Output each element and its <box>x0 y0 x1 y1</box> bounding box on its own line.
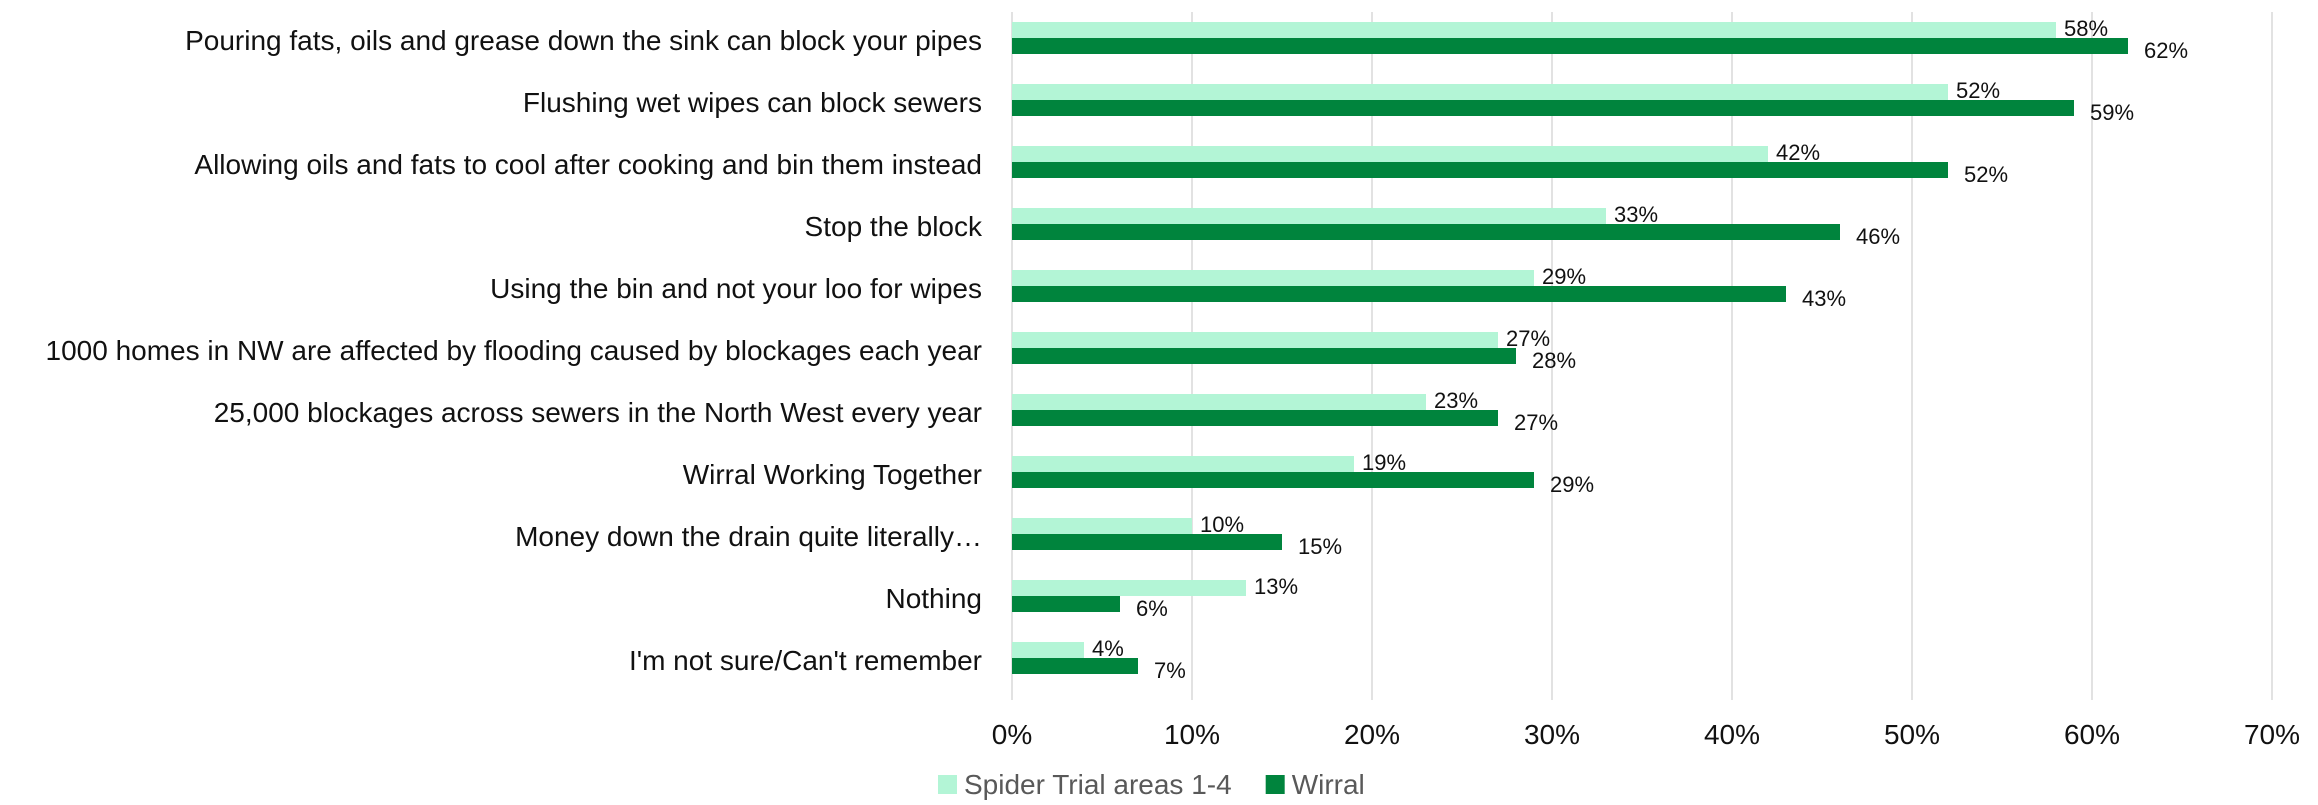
x-tick-label: 40% <box>1704 719 1760 750</box>
data-label-spider-trial: 10% <box>1200 512 1244 537</box>
data-label-wirral: 6% <box>1136 596 1168 621</box>
bar-wirral <box>1012 38 2128 54</box>
bar-wirral <box>1012 534 1282 550</box>
data-label-wirral: 59% <box>2090 100 2134 125</box>
category-label: Pouring fats, oils and grease down the s… <box>185 25 982 56</box>
category-label: Allowing oils and fats to cool after coo… <box>194 149 982 180</box>
category-label: Nothing <box>885 583 982 614</box>
category-label: Using the bin and not your loo for wipes <box>490 273 982 304</box>
data-label-wirral: 27% <box>1514 410 1558 435</box>
x-tick-label: 10% <box>1164 719 1220 750</box>
x-tick-label: 30% <box>1524 719 1580 750</box>
legend-swatch <box>1265 775 1285 794</box>
bar-spider-trial <box>1012 456 1354 472</box>
category-label: Stop the block <box>805 211 983 242</box>
bar-wirral <box>1012 162 1948 178</box>
bar-spider-trial <box>1012 332 1498 348</box>
category-label: I'm not sure/Can't remember <box>629 645 982 676</box>
bar-spider-trial <box>1012 394 1426 410</box>
data-label-spider-trial: 42% <box>1776 140 1820 165</box>
category-label: 25,000 blockages across sewers in the No… <box>214 397 982 428</box>
data-label-wirral: 62% <box>2144 38 2188 63</box>
x-tick-label: 20% <box>1344 719 1400 750</box>
data-label-wirral: 29% <box>1550 472 1594 497</box>
data-label-spider-trial: 33% <box>1614 202 1658 227</box>
data-label-spider-trial: 52% <box>1956 78 2000 103</box>
data-label-spider-trial: 19% <box>1362 450 1406 475</box>
category-label: Wirral Working Together <box>683 459 982 490</box>
bar-spider-trial <box>1012 270 1534 286</box>
data-label-spider-trial: 23% <box>1434 388 1478 413</box>
category-label: Money down the drain quite literally… <box>515 521 982 552</box>
category-label: Flushing wet wipes can block sewers <box>523 87 982 118</box>
bar-spider-trial <box>1012 518 1192 534</box>
bar-wirral <box>1012 410 1498 426</box>
data-label-wirral: 28% <box>1532 348 1576 373</box>
data-label-spider-trial: 29% <box>1542 264 1586 289</box>
category-labels: Pouring fats, oils and grease down the s… <box>46 25 983 676</box>
bar-spider-trial <box>1012 84 1948 100</box>
x-tick-label: 50% <box>1884 719 1940 750</box>
x-tick-label: 0% <box>992 719 1032 750</box>
bar-wirral <box>1012 596 1120 612</box>
legend-label: Spider Trial areas 1-4 <box>964 769 1232 800</box>
data-label-spider-trial: 27% <box>1506 326 1550 351</box>
x-axis-tick-labels: 0% 10% 20% 30% 40% 50% 60% 70% <box>992 719 2300 750</box>
bar-spider-trial <box>1012 642 1084 658</box>
bar-wirral <box>1012 286 1786 302</box>
data-label-wirral: 52% <box>1964 162 2008 187</box>
bar-wirral <box>1012 348 1516 364</box>
data-label-wirral: 46% <box>1856 224 1900 249</box>
legend-label: Wirral <box>1292 769 1365 800</box>
data-label-spider-trial: 58% <box>2064 16 2108 41</box>
data-label-spider-trial: 13% <box>1254 574 1298 599</box>
bar-wirral <box>1012 658 1138 674</box>
bar-spider-trial <box>1012 146 1768 162</box>
bar-wirral <box>1012 224 1840 240</box>
data-label-wirral: 7% <box>1154 658 1186 683</box>
x-tick-label: 60% <box>2064 719 2120 750</box>
bar-wirral <box>1012 472 1534 488</box>
legend-swatch <box>938 775 957 794</box>
legend: Spider Trial areas 1-4 Wirral <box>938 769 1365 800</box>
data-label-wirral: 15% <box>1298 534 1342 559</box>
data-label-wirral: 43% <box>1802 286 1846 311</box>
category-label: 1000 homes in NW are affected by floodin… <box>46 335 983 366</box>
data-label-spider-trial: 4% <box>1092 636 1124 661</box>
bar-wirral <box>1012 100 2074 116</box>
bar-spider-trial <box>1012 580 1246 596</box>
x-tick-label: 70% <box>2244 719 2300 750</box>
bar-spider-trial <box>1012 22 2056 38</box>
bar-spider-trial <box>1012 208 1606 224</box>
data-labels: 58%62%52%59%42%52%33%46%29%43%27%28%23%2… <box>1092 16 2188 683</box>
bars <box>1012 22 2128 674</box>
